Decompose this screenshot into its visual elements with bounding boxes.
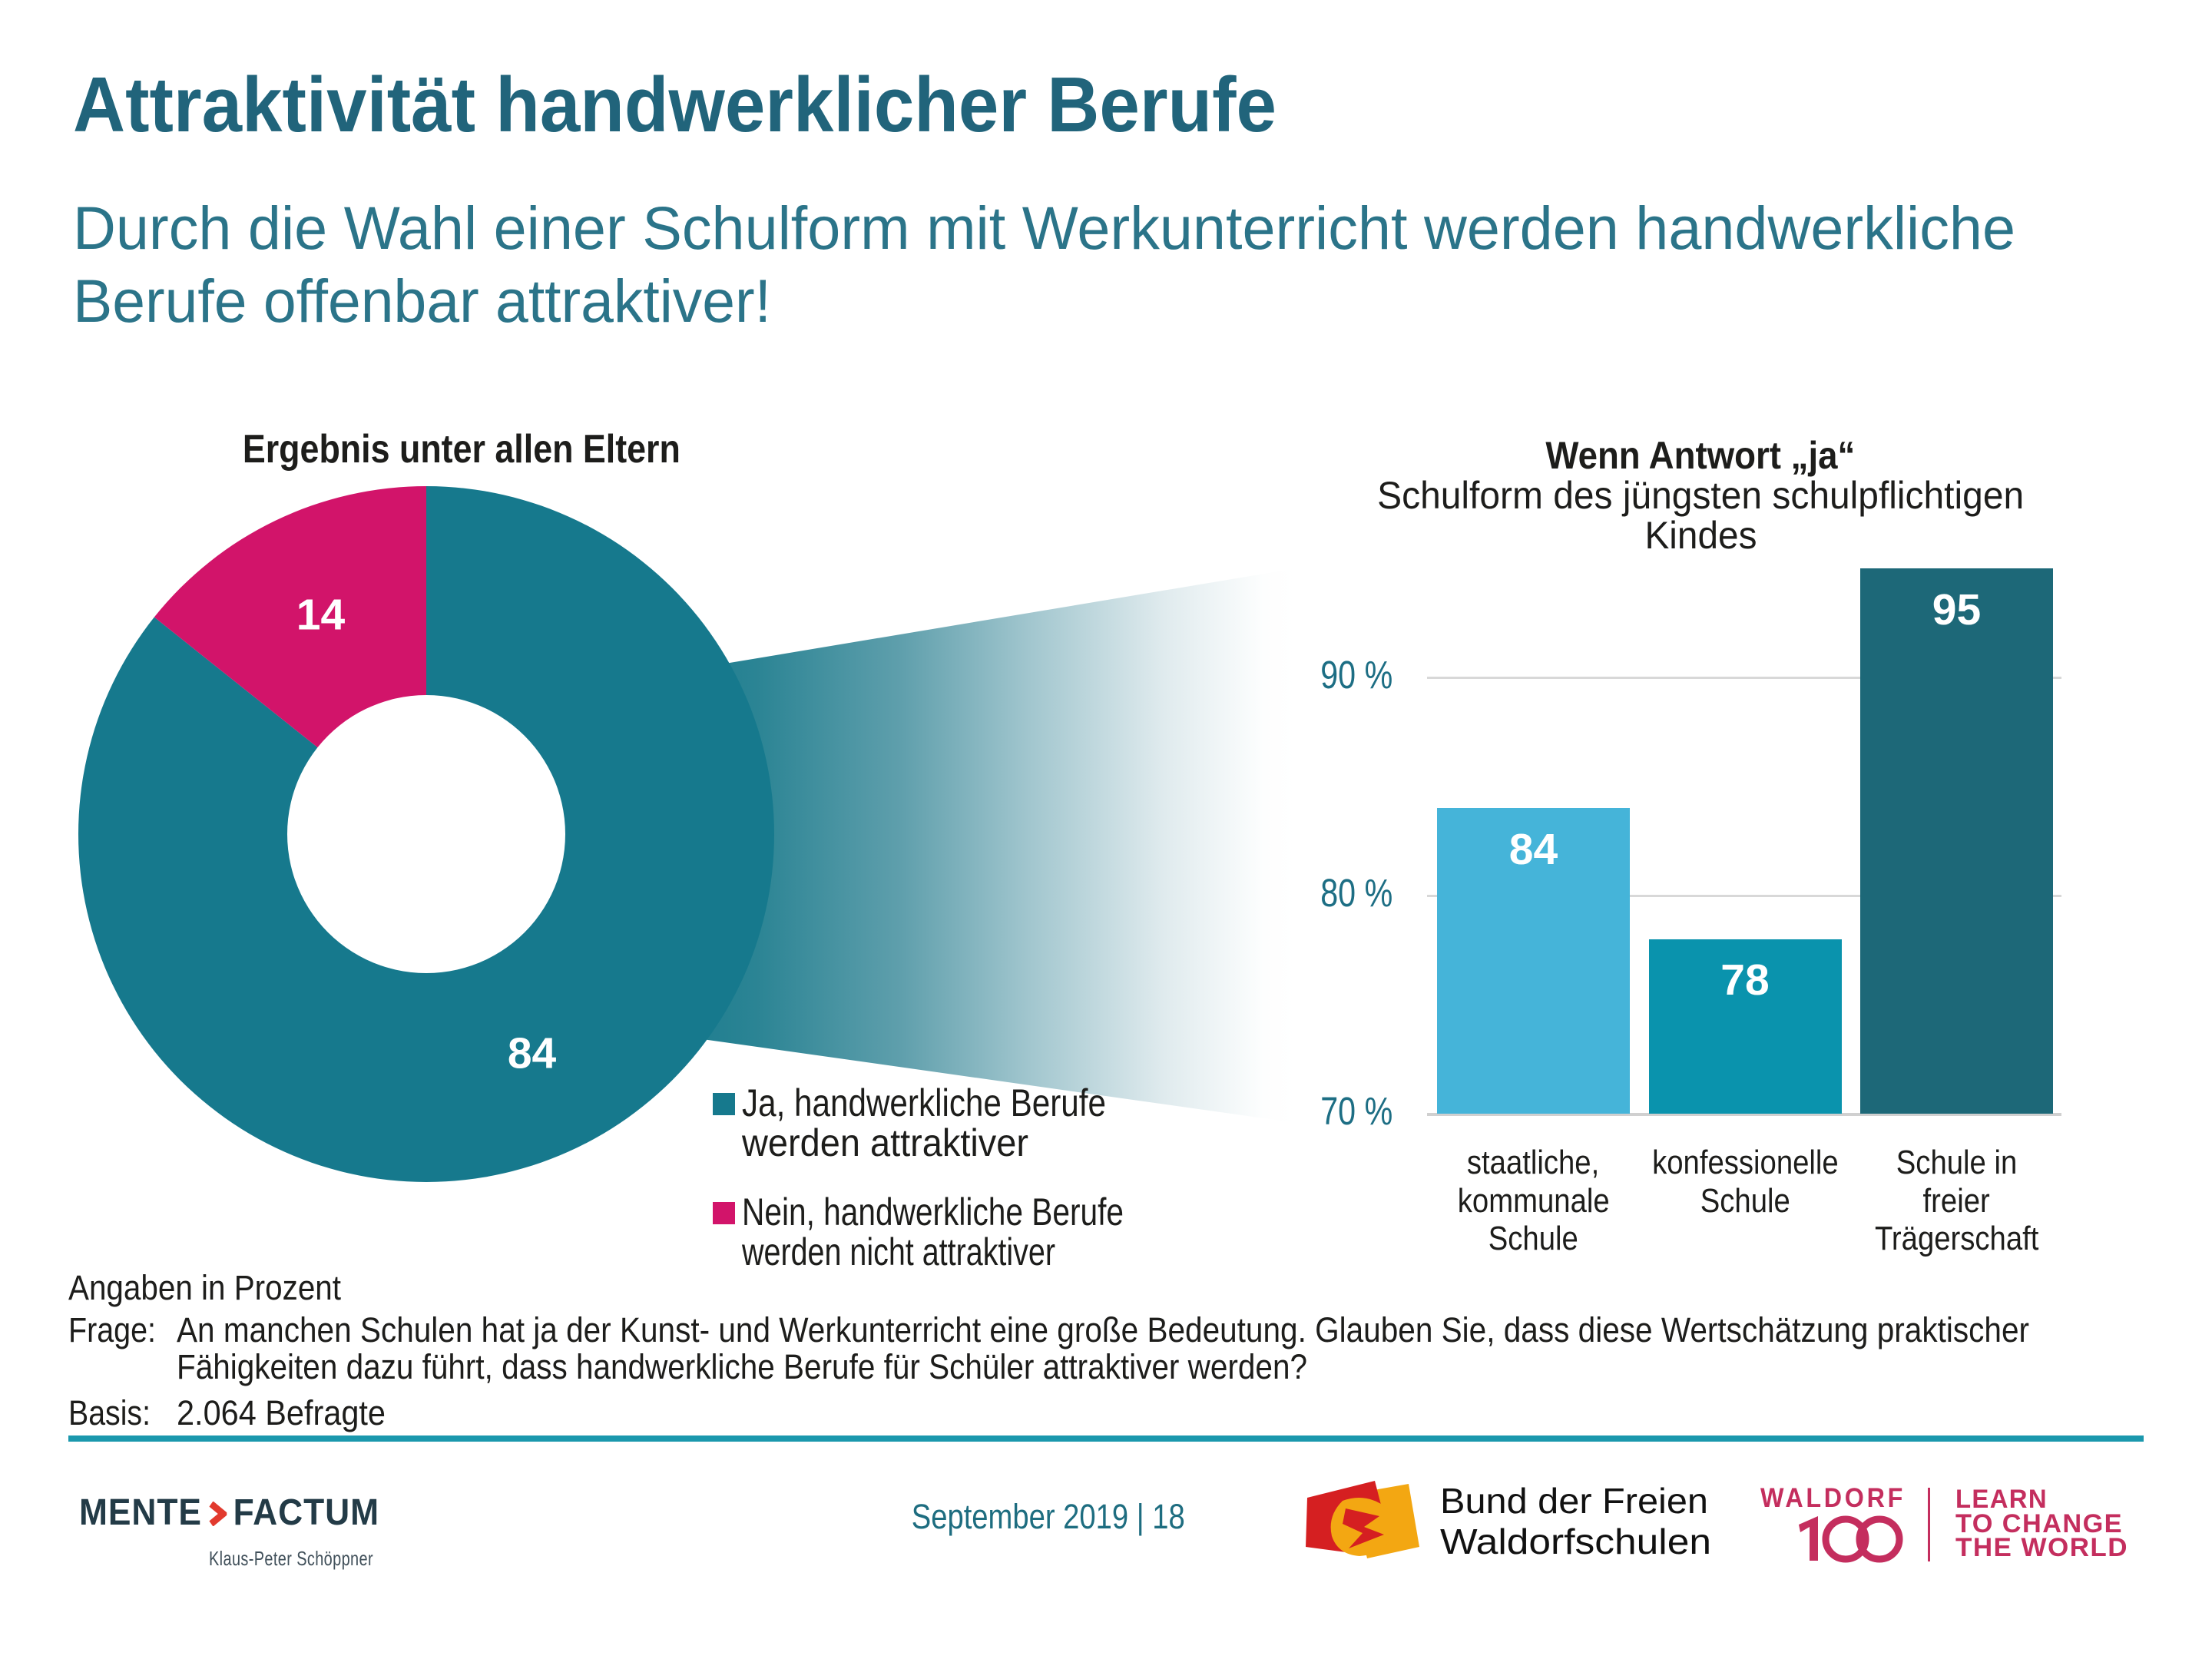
waldorf100-number-icon bbox=[1799, 1515, 1903, 1563]
basis-value: 2.064 Befragte bbox=[177, 1393, 386, 1432]
bar-category-label-0: staatliche, kommunale Schule bbox=[1457, 1144, 1610, 1257]
y-axis-label-70: 70 % bbox=[1320, 1089, 1392, 1133]
bar-category-label-2: Schule in freier Trägerschaft bbox=[1874, 1144, 2039, 1257]
waldorf100-digit-one bbox=[1799, 1516, 1818, 1561]
donut-segment-1 bbox=[154, 486, 427, 748]
waldorf100-infinity-right-loop bbox=[1856, 1515, 1903, 1563]
bar-value-label-0: 84 bbox=[1508, 824, 1558, 874]
gridline-80 bbox=[1427, 894, 2061, 897]
waldorf100-word: WALDORF bbox=[1760, 1483, 1906, 1513]
slide-title: Attraktivität handwerklicher Berufe bbox=[73, 62, 1277, 148]
slide-subtitle: Durch die Wahl einer Schulform mit Werku… bbox=[73, 191, 2056, 337]
mentefactum-subtitle: Klaus-Peter Schöppner bbox=[209, 1547, 373, 1570]
waldorf-learn-text: LEARN TO CHANGE THE WORLD bbox=[1955, 1485, 2128, 1563]
note-angaben: Angaben in Prozent bbox=[68, 1268, 341, 1307]
bar-chart-title: Wenn Antwort „ja“ Schulform des jüngsten… bbox=[1377, 434, 2024, 557]
mente-word: MENTE bbox=[79, 1492, 202, 1533]
y-axis-label-90: 90 % bbox=[1320, 653, 1392, 697]
donut-segment-0 bbox=[78, 486, 774, 1182]
frage-label: Frage: bbox=[68, 1310, 156, 1349]
frage-text: An manchen Schulen hat ja der Kunst- und… bbox=[177, 1310, 2029, 1386]
waldorf-divider bbox=[1928, 1488, 1930, 1561]
bar-category-label-1: konfessionelle Schule bbox=[1651, 1144, 1839, 1220]
bund-waldorfschulen-logo-text: Bund der Freien Waldorfschulen bbox=[1440, 1481, 1711, 1561]
bar-1 bbox=[1648, 939, 1842, 1114]
bar-0 bbox=[1437, 808, 1630, 1114]
waldorf100-infinity-left-loop bbox=[1822, 1515, 1869, 1563]
legend-swatch-nein bbox=[713, 1202, 735, 1224]
donut-chart-title: Ergebnis unter allen Eltern bbox=[243, 427, 680, 472]
y-axis-label-80: 80 % bbox=[1320, 871, 1392, 915]
basis-label: Basis: bbox=[68, 1393, 151, 1432]
donut-value-label-1: 14 bbox=[296, 590, 346, 639]
slide-subtitle-line1: Durch die Wahl einer Schulform mit Werku… bbox=[73, 194, 2015, 262]
mente-chevron-icon bbox=[202, 1492, 233, 1533]
gridline-70 bbox=[1427, 1112, 2061, 1116]
zoom-beam bbox=[637, 568, 1296, 1123]
footer-divider-rule bbox=[68, 1435, 2144, 1442]
factum-word: FACTUM bbox=[233, 1492, 379, 1533]
bar-value-label-2: 95 bbox=[1932, 584, 1982, 634]
bund-waldorfschulen-logo-icon bbox=[1306, 1481, 1419, 1558]
slide-subtitle-line2: Berufe offenbar attraktiver! bbox=[73, 267, 771, 335]
bar-value-label-1: 78 bbox=[1720, 955, 1770, 1005]
mente-chevron-shape bbox=[209, 1501, 229, 1527]
gridline-90 bbox=[1427, 676, 2061, 679]
legend-label-nein: Nein, handwerkliche Berufe werden nicht … bbox=[742, 1190, 1124, 1273]
legend-label-ja: Ja, handwerkliche Berufe werden attrakti… bbox=[742, 1081, 1106, 1164]
footer-date-page: September 2019 | 18 bbox=[911, 1497, 1185, 1536]
bund-logo-swirl bbox=[1343, 1508, 1384, 1548]
donut-value-label-0: 84 bbox=[508, 1029, 557, 1078]
mentefactum-logo: MENTE FACTUM bbox=[79, 1494, 404, 1532]
legend-swatch-ja bbox=[713, 1093, 735, 1115]
bar-2 bbox=[1860, 568, 2053, 1114]
